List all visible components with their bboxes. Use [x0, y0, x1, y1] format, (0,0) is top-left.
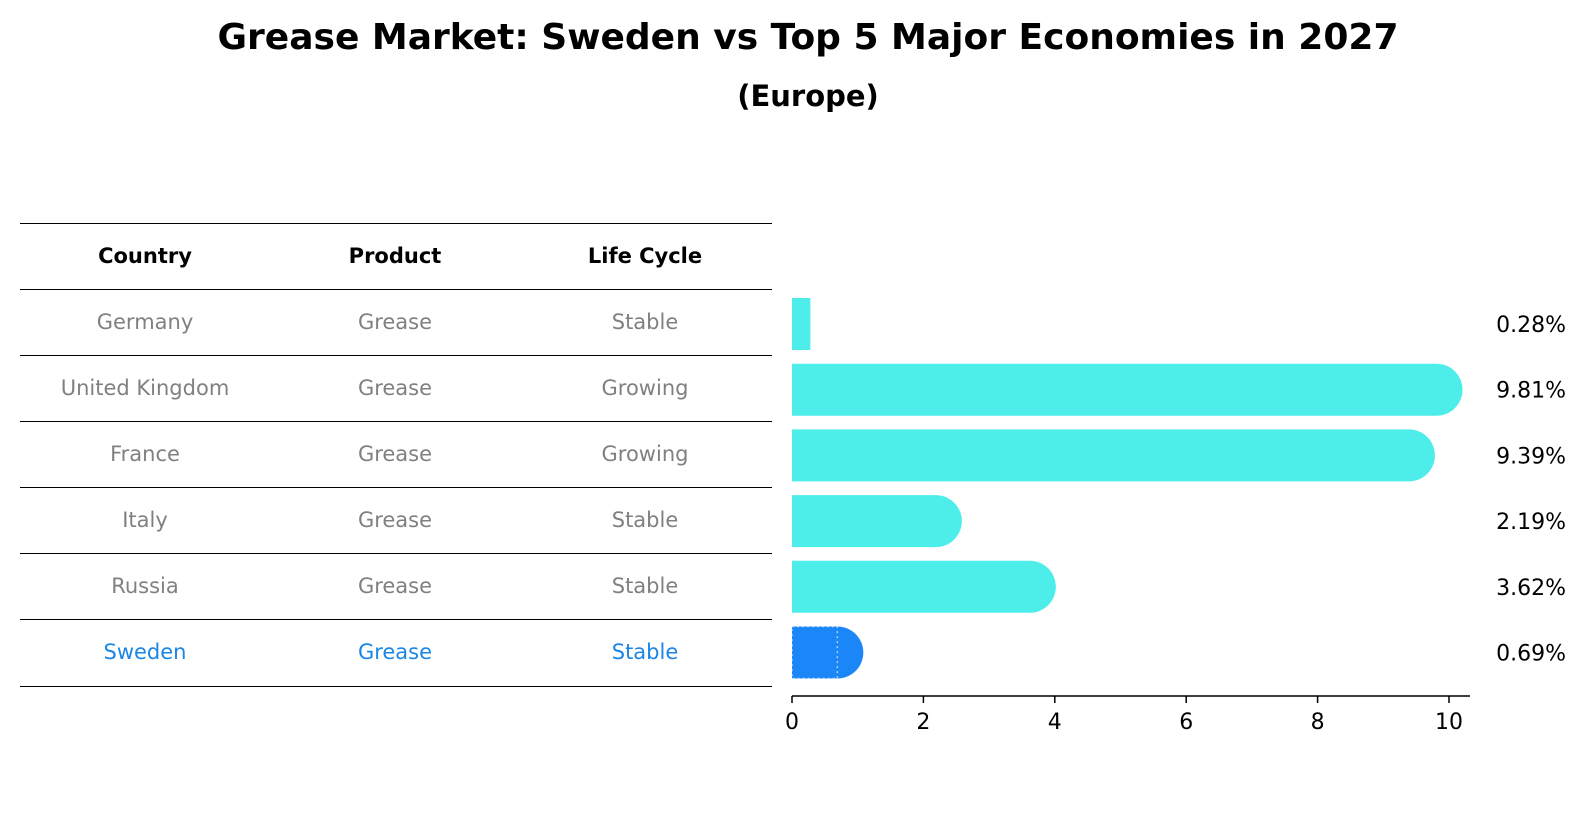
chart-subtitle: (Europe) — [737, 79, 879, 113]
value-label: 9.39% — [1496, 444, 1566, 469]
data-table: Country Product Life Cycle Germany Greas… — [20, 223, 772, 687]
cell-product: Grease — [357, 442, 433, 466]
header-product: Product — [348, 244, 442, 268]
cell-country: Italy — [122, 508, 168, 532]
x-tick-label: 6 — [1179, 710, 1193, 735]
cell-life-cycle: Growing — [601, 376, 689, 400]
x-tick-label: 0 — [785, 710, 799, 735]
cell-life-cycle: Growing — [601, 442, 689, 466]
bar-shape — [792, 363, 1463, 416]
table-row-highlight: Sweden Grease Stable — [20, 619, 772, 687]
value-label: 0.69% — [1496, 642, 1566, 667]
header-life-cycle: Life Cycle — [587, 244, 703, 268]
cell-life-cycle: Stable — [611, 640, 679, 664]
cell-life-cycle: Stable — [611, 574, 679, 598]
cell-country: Sweden — [103, 640, 187, 664]
bar-italy — [792, 495, 962, 548]
table-row: Italy Grease Stable — [20, 487, 772, 553]
bar-france — [792, 429, 1435, 482]
table-header-row: Country Product Life Cycle — [20, 223, 772, 289]
cell-country: United Kingdom — [60, 376, 230, 400]
bar-united-kingdom — [792, 363, 1463, 416]
bar-shape — [792, 560, 1056, 613]
cell-product: Grease — [357, 376, 433, 400]
value-label: 2.19% — [1496, 510, 1566, 535]
value-label: 9.81% — [1496, 379, 1566, 404]
bar-shape — [792, 298, 811, 350]
value-label: 3.62% — [1496, 576, 1566, 601]
table-row: France Grease Growing — [20, 421, 772, 487]
cell-life-cycle: Stable — [611, 310, 679, 334]
cell-life-cycle: Stable — [611, 508, 679, 532]
bar-shape — [792, 429, 1435, 482]
cell-country: Germany — [96, 310, 194, 334]
bar-shape — [792, 495, 962, 548]
table-row: United Kingdom Grease Growing — [20, 355, 772, 421]
x-tick-label: 4 — [1048, 710, 1062, 735]
table-row: Germany Grease Stable — [20, 289, 772, 355]
header-country: Country — [98, 244, 192, 268]
x-tick-label: 8 — [1311, 710, 1325, 735]
cell-product: Grease — [357, 310, 433, 334]
bar-highlight-pattern — [791, 625, 839, 680]
bar-russia — [792, 560, 1056, 613]
x-tick-label: 10 — [1435, 710, 1463, 735]
cell-country: France — [110, 442, 180, 466]
cell-product: Grease — [357, 640, 433, 664]
cell-country: Russia — [111, 574, 179, 598]
bar-sweden — [791, 625, 864, 680]
table-row: Russia Grease Stable — [20, 553, 772, 619]
value-label: 0.28% — [1496, 313, 1566, 338]
cell-product: Grease — [357, 508, 433, 532]
cell-product: Grease — [357, 574, 433, 598]
bar-germany — [792, 298, 811, 350]
chart-title: Grease Market: Sweden vs Top 5 Major Eco… — [217, 17, 1399, 58]
bar-shape — [792, 626, 864, 679]
x-tick-label: 2 — [916, 710, 930, 735]
